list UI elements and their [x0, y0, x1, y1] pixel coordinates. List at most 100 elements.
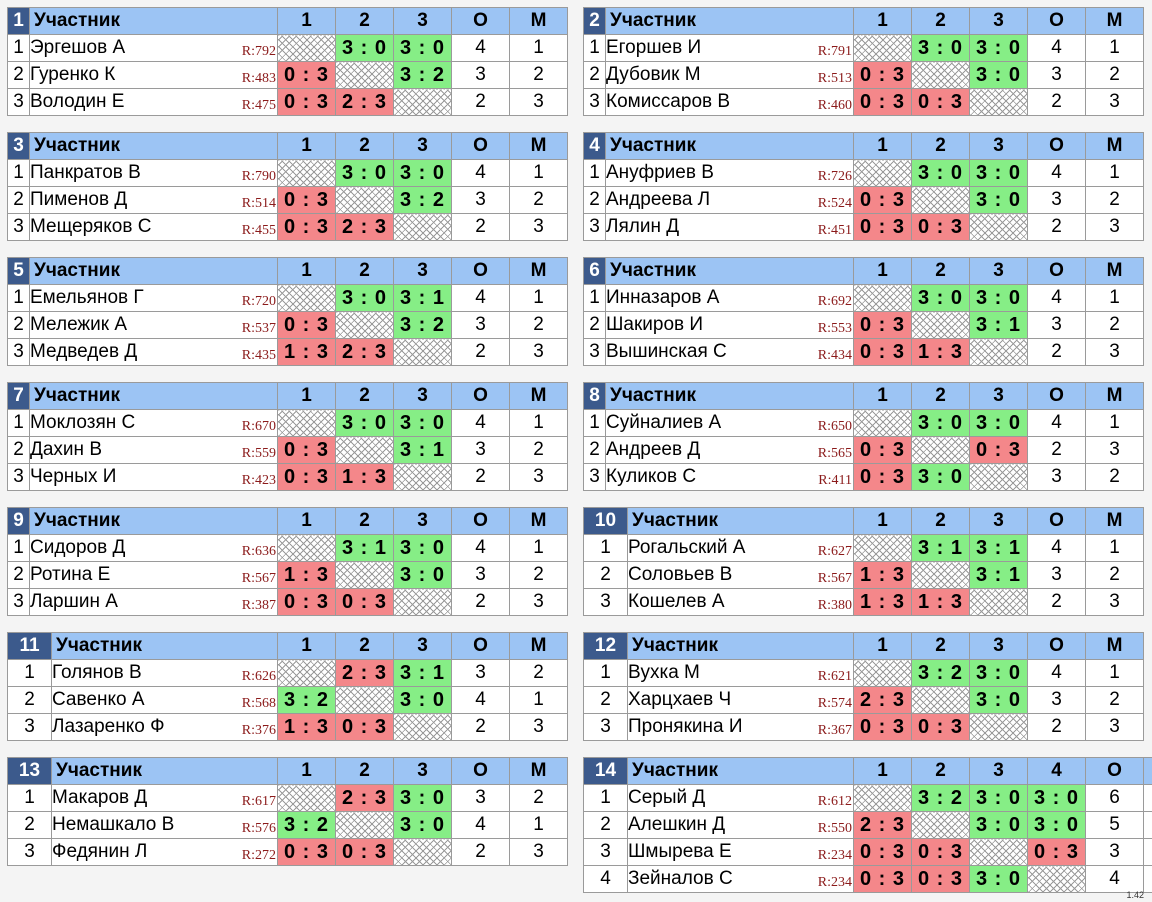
points-header: О	[451, 382, 510, 410]
player-rating: R:387	[241, 598, 276, 613]
player-points: 4	[1027, 409, 1086, 437]
column-header-1: 1	[853, 507, 912, 535]
player-rating: R:567	[241, 571, 276, 586]
player-position: 1	[7, 159, 30, 187]
match-score: 0 : 3	[853, 61, 912, 89]
player-position: 3	[7, 713, 52, 741]
column-header-1: 1	[277, 507, 336, 535]
player-points: 2	[451, 713, 510, 741]
column-header-1: 1	[853, 757, 912, 785]
player-rating: R:460	[817, 98, 852, 113]
player-name: Егоршев И	[606, 37, 702, 58]
player-name: Харцхаев Ч	[628, 689, 732, 710]
group-number: 5	[7, 257, 30, 285]
column-header-2: 2	[335, 257, 394, 285]
player-points: 4	[451, 34, 510, 62]
player-place: 3	[1085, 588, 1144, 616]
match-score: 3 : 0	[393, 686, 452, 714]
player-name-cell: Кошелев А R:380	[627, 588, 854, 616]
player-place: 2	[1085, 561, 1144, 589]
self-match-cell	[853, 534, 912, 562]
match-score: 0 : 3	[853, 213, 912, 241]
match-score: 1 : 3	[277, 713, 336, 741]
player-place: 1	[1085, 534, 1144, 562]
player-points: 2	[451, 588, 510, 616]
player-points: 4	[451, 159, 510, 187]
player-name: Ротина Е	[30, 564, 111, 585]
column-header-3: 3	[969, 132, 1028, 160]
column-header-3: 3	[393, 382, 452, 410]
participant-header: Участник	[29, 507, 278, 535]
place-header: М	[1085, 632, 1144, 660]
column-header-2: 2	[335, 507, 394, 535]
player-name: Пименов Д	[30, 189, 128, 210]
player-name: Голянов В	[52, 662, 142, 683]
player-place: 3	[509, 463, 568, 491]
group-header-row: 12 Участник 1 2 3 О М	[583, 632, 1144, 660]
player-name: Лазаренко Ф	[52, 716, 165, 737]
player-name-cell: Андреева Л R:524	[605, 186, 854, 214]
participant-header: Участник	[627, 632, 854, 660]
player-points: 4	[1085, 865, 1144, 893]
player-points: 4	[451, 686, 510, 714]
self-match-cell	[853, 34, 912, 62]
match-score: 0 : 3	[277, 61, 336, 89]
participant-header: Участник	[605, 257, 854, 285]
player-name-cell: Гуренко К R:483	[29, 61, 278, 89]
player-position: 2	[583, 561, 628, 589]
match-score: 1 : 3	[277, 338, 336, 366]
self-match-cell	[277, 409, 336, 437]
player-rating: R:475	[241, 98, 276, 113]
player-name: Немашкало В	[52, 814, 175, 835]
player-place: 3	[509, 588, 568, 616]
player-points: 6	[1085, 784, 1144, 812]
place-header: М	[1085, 132, 1144, 160]
player-place: 3	[1085, 88, 1144, 116]
match-score: 0 : 3	[969, 436, 1028, 464]
player-points: 3	[451, 186, 510, 214]
player-place: 1	[509, 811, 568, 839]
player-name: Ануфриев В	[606, 162, 714, 183]
player-points: 5	[1085, 811, 1144, 839]
player-place: 2	[1143, 811, 1152, 839]
self-match-cell	[853, 659, 912, 687]
match-score: 1 : 3	[277, 561, 336, 589]
column-header-2: 2	[335, 632, 394, 660]
match-score: 1 : 3	[911, 338, 970, 366]
player-position: 2	[7, 811, 52, 839]
player-rating: R:650	[817, 419, 852, 434]
player-name: Черных И	[30, 466, 117, 487]
player-position: 3	[583, 338, 606, 366]
self-match-cell	[335, 61, 394, 89]
player-position: 3	[7, 213, 30, 241]
player-place: 3	[509, 88, 568, 116]
player-name: Гуренко К	[30, 64, 116, 85]
player-place: 1	[1085, 409, 1144, 437]
player-points: 3	[1027, 463, 1086, 491]
player-rating: R:574	[817, 696, 852, 711]
player-name-cell: Рогальский А R:627	[627, 534, 854, 562]
self-match-cell	[853, 284, 912, 312]
self-match-cell	[911, 686, 970, 714]
match-score: 3 : 0	[969, 659, 1028, 687]
player-position: 2	[583, 436, 606, 464]
player-points: 4	[1027, 34, 1086, 62]
player-rating: R:720	[241, 294, 276, 309]
match-score: 3 : 0	[969, 186, 1028, 214]
column-header-1: 1	[853, 382, 912, 410]
